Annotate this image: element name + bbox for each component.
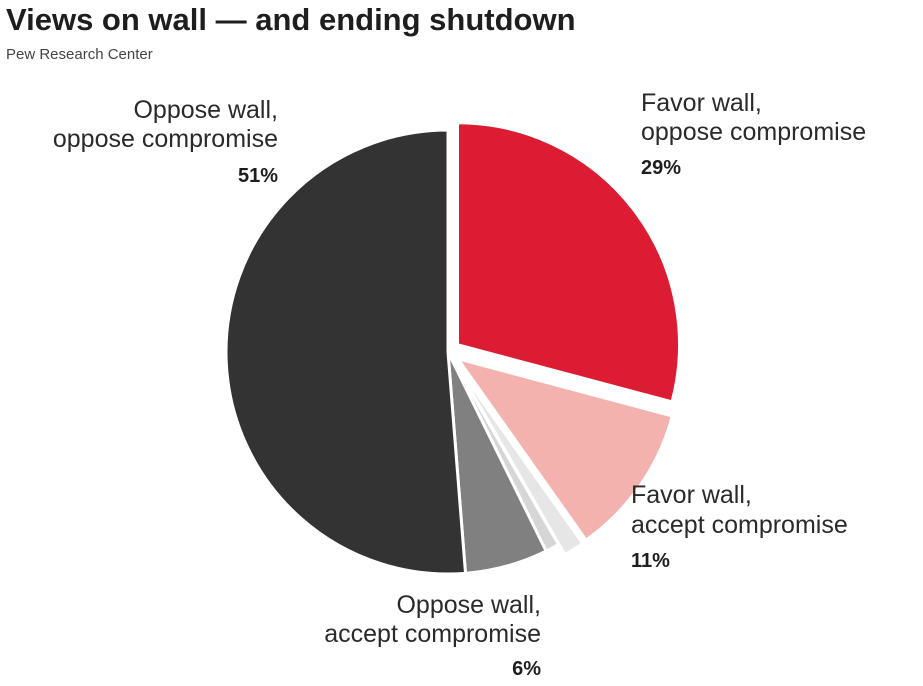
slice-value-oppose-oppose: 51% bbox=[238, 165, 278, 187]
chart-title: Views on wall — and ending shutdown bbox=[6, 2, 576, 37]
pie-slice-oppose-oppose bbox=[224, 128, 468, 576]
pie-slices bbox=[224, 121, 681, 576]
slice-value-favor-oppose: 29% bbox=[641, 157, 681, 179]
slice-label-favor-oppose-line2: oppose compromise bbox=[641, 118, 866, 146]
slice-value-oppose-accept: 6% bbox=[512, 658, 541, 680]
chart-source: Pew Research Center bbox=[6, 46, 153, 63]
slice-label-oppose-accept-line1: Oppose wall, bbox=[396, 591, 541, 619]
pie-slice-favor-oppose bbox=[456, 121, 681, 404]
slice-value-favor-accept: 11% bbox=[631, 550, 670, 572]
slice-label-oppose-oppose-line2: oppose compromise bbox=[53, 125, 278, 153]
pie-slice-gap-light bbox=[452, 360, 585, 557]
slice-label-oppose-oppose-line1: Oppose wall, bbox=[133, 96, 278, 124]
pie-slice-favor-accept bbox=[456, 357, 674, 542]
slice-label-favor-accept-line1: Favor wall, bbox=[631, 481, 752, 509]
slice-label-favor-oppose-line1: Favor wall, bbox=[641, 89, 762, 117]
slice-label-oppose-accept-line2: accept compromise bbox=[324, 620, 541, 648]
slice-label-favor-accept-line2: accept compromise bbox=[631, 511, 848, 539]
